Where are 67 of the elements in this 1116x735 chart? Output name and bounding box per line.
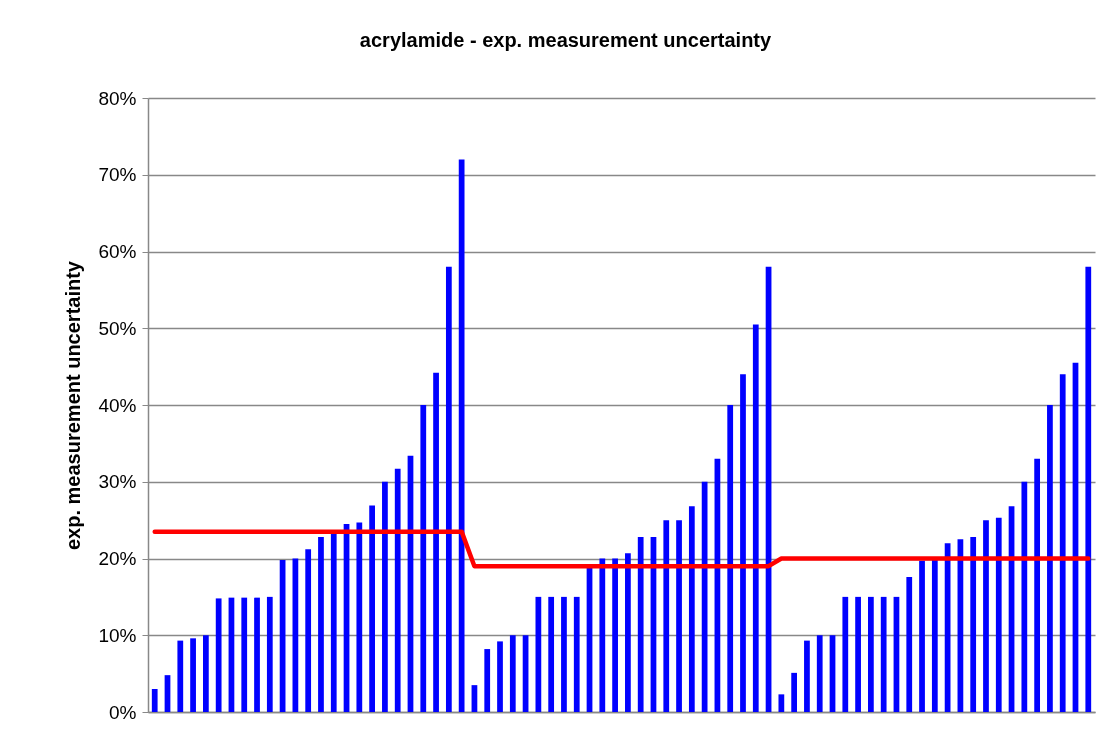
bar: [215, 598, 222, 712]
bar: [701, 481, 708, 712]
y-tick-label: 0%: [109, 701, 137, 723]
bar: [880, 596, 887, 712]
bar: [804, 640, 810, 712]
bar: [573, 596, 580, 712]
y-tick-label: 70%: [98, 164, 137, 186]
bar: [1085, 266, 1092, 712]
bar: [727, 405, 734, 712]
bar: [241, 597, 248, 712]
bar: [394, 468, 401, 712]
chart-title: acrylamide - exp. measurement uncertainty: [359, 29, 773, 51]
bar: [842, 596, 849, 712]
bar: [983, 520, 989, 712]
bar: [1047, 405, 1053, 712]
y-axis-title: exp. measurement uncertainty: [62, 260, 85, 550]
bar: [612, 558, 618, 712]
bar: [369, 505, 375, 712]
bar: [778, 694, 785, 712]
bar: [266, 596, 273, 712]
bar: [318, 537, 324, 712]
bar: [676, 520, 682, 712]
bar: [1059, 374, 1066, 712]
bar: [177, 640, 184, 712]
bar: [855, 596, 861, 712]
bar: [330, 531, 337, 712]
bar: [151, 688, 158, 712]
bar: [868, 596, 874, 712]
bar: [420, 405, 427, 712]
bar: [433, 372, 439, 712]
bar: [202, 635, 209, 712]
bar: [919, 560, 925, 712]
y-tick-label: 10%: [98, 624, 137, 646]
bar: [484, 649, 491, 712]
bar: [970, 537, 977, 712]
bar: [688, 506, 695, 712]
bar: [548, 596, 555, 712]
y-tick-label: 50%: [98, 317, 137, 339]
bar: [752, 324, 759, 712]
bar: [535, 596, 542, 712]
bar: [995, 517, 1002, 712]
bar: [599, 558, 606, 712]
bar: [931, 560, 938, 712]
y-tick-label: 80%: [98, 87, 137, 109]
bar: [382, 481, 388, 712]
bar: [305, 549, 312, 712]
bar: [356, 522, 363, 712]
bar: [1034, 458, 1041, 712]
bar: [791, 672, 798, 712]
bar: [637, 537, 644, 712]
bar: [1021, 481, 1028, 712]
bar: [509, 635, 516, 712]
bar: [190, 638, 196, 712]
bar: [625, 553, 631, 712]
bar: [663, 520, 670, 712]
bar: [816, 635, 823, 712]
bar: [458, 159, 465, 712]
bar: [906, 576, 913, 712]
y-tick-label: 60%: [98, 241, 137, 262]
y-tick-label: 40%: [98, 394, 137, 416]
bar: [254, 597, 260, 712]
bar: [445, 266, 452, 712]
bar: [740, 374, 746, 712]
y-tick-label: 20%: [98, 548, 137, 569]
bar: [497, 641, 503, 712]
y-tick-label: 30%: [98, 471, 137, 493]
bar: [561, 596, 567, 712]
